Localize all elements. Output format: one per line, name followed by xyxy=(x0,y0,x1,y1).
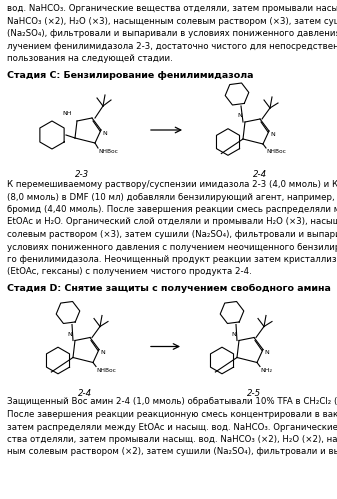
Text: N: N xyxy=(231,331,236,336)
Text: Защищенный Boc амин 2-4 (1,0 ммоль) обрабатывали 10% TFA в CH₂Cl₂ (5 мл).: Защищенный Boc амин 2-4 (1,0 ммоль) обра… xyxy=(7,398,337,407)
Text: пользования на следующей стадии.: пользования на следующей стадии. xyxy=(7,54,173,63)
Text: N: N xyxy=(237,113,242,118)
Text: 2-4: 2-4 xyxy=(78,389,92,398)
Text: условиях пониженного давления с получением неочищенного бензилированно-: условиях пониженного давления с получени… xyxy=(7,243,337,251)
Text: NaHCO₃ (×2), H₂O (×3), насыщенным солевым раствором (×3), затем сушили: NaHCO₃ (×2), H₂O (×3), насыщенным солевы… xyxy=(7,16,337,25)
Text: К перемешиваемому раствору/суспензии имидазола 2-3 (4,0 ммоль) и К₂СО₃: К перемешиваемому раствору/суспензии ими… xyxy=(7,180,337,189)
Text: N: N xyxy=(264,350,269,355)
Text: Стадия С: Бензилирование фенилимидазола: Стадия С: Бензилирование фенилимидазола xyxy=(7,70,253,79)
Text: NH: NH xyxy=(62,111,72,116)
Text: вод. NaHCO₃. Органические вещества отделяли, затем промывали насыщ. вод.: вод. NaHCO₃. Органические вещества отдел… xyxy=(7,4,337,13)
Text: NH₂: NH₂ xyxy=(260,367,272,372)
Text: Стадия D: Снятие защиты с получением свободного амина: Стадия D: Снятие защиты с получением сво… xyxy=(7,284,331,293)
Text: После завершения реакции реакционную смесь концентрировали в вакууме и: После завершения реакции реакционную сме… xyxy=(7,410,337,419)
Text: солевым раствором (×3), затем сушили (Na₂SO₄), фильтровали и выпаривали в: солевым раствором (×3), затем сушили (Na… xyxy=(7,230,337,239)
Text: го фенилимидазола. Неочищенный продукт реакции затем кристаллизовали: го фенилимидазола. Неочищенный продукт р… xyxy=(7,255,337,264)
Text: N: N xyxy=(67,331,72,336)
Text: N: N xyxy=(102,131,107,136)
Text: ным солевым раствором (×2), затем сушили (Na₂SO₄), фильтровали и выпари-: ным солевым раствором (×2), затем сушили… xyxy=(7,448,337,457)
Text: NHBoc: NHBoc xyxy=(266,149,286,154)
Text: затем распределяли между EtOAc и насыщ. вод. NaHCO₃. Органические веще-: затем распределяли между EtOAc и насыщ. … xyxy=(7,423,337,432)
Text: NHBoc: NHBoc xyxy=(96,367,116,372)
Text: лучением фенилимидазола 2-3, достаточно чистого для непосредственного ис-: лучением фенилимидазола 2-3, достаточно … xyxy=(7,41,337,50)
Text: N: N xyxy=(100,350,105,355)
Text: 2-5: 2-5 xyxy=(247,389,261,398)
Text: 2-3: 2-3 xyxy=(75,170,89,179)
Text: бромид (4,40 ммоль). После завершения реакции смесь распределяли между: бромид (4,40 ммоль). После завершения ре… xyxy=(7,205,337,214)
Text: (8,0 ммоль) в DMF (10 мл) добавляли бензилирующий агент, например, бензил-: (8,0 ммоль) в DMF (10 мл) добавляли бенз… xyxy=(7,193,337,202)
Text: 2-4: 2-4 xyxy=(253,170,267,179)
Text: N: N xyxy=(270,132,275,137)
Text: ства отделяли, затем промывали насыщ. вод. NaHCO₃ (×2), H₂O (×2), насыщен-: ства отделяли, затем промывали насыщ. во… xyxy=(7,435,337,444)
Text: (Na₂SO₄), фильтровали и выпаривали в условиях пониженного давления с по-: (Na₂SO₄), фильтровали и выпаривали в усл… xyxy=(7,29,337,38)
Text: (EtOAc, гексаны) с получением чистого продукта 2-4.: (EtOAc, гексаны) с получением чистого пр… xyxy=(7,267,252,276)
Text: EtOAc и H₂O. Органический слой отделяли и промывали H₂O (×3), насыщенным: EtOAc и H₂O. Органический слой отделяли … xyxy=(7,218,337,227)
Text: NHBoc: NHBoc xyxy=(98,149,118,154)
